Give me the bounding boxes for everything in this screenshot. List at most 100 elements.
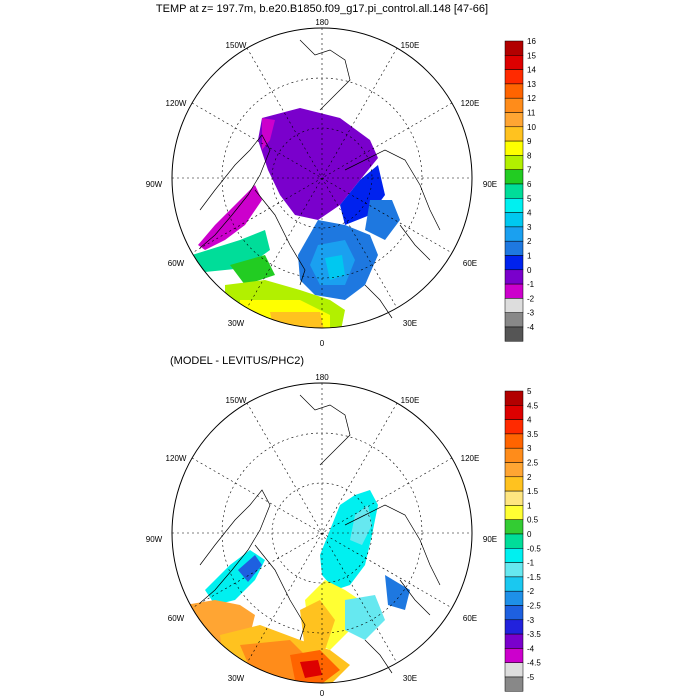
bottom-lon-90e: 90E — [483, 535, 497, 544]
bottom-colorbar-label: 2.5 — [527, 459, 539, 468]
top-graticule — [172, 28, 472, 328]
bottom-colorbar-swatch — [504, 662, 524, 678]
bottom-colorbar-label: 3 — [527, 444, 532, 453]
bottom-lon-90w: 90W — [146, 535, 163, 544]
bottom-colorbar-swatch — [504, 405, 524, 420]
top-colorbar-swatch — [504, 155, 524, 170]
bottom-lon-60w: 60W — [168, 614, 185, 623]
top-colorbar-label: 6 — [527, 180, 532, 189]
top-panel: TEMP at z= 197.7m, b.e20.B1850.f09_g17.p… — [146, 3, 537, 348]
top-colorbar-label: 1 — [527, 252, 532, 261]
bottom-map-border — [171, 382, 473, 684]
bottom-lon-60e: 60E — [463, 614, 477, 623]
top-colorbar-swatch — [504, 269, 524, 285]
top-colorbar-swatch — [504, 126, 524, 142]
bottom-title: (MODEL - LEVITUS/PHC2) — [170, 355, 304, 367]
bottom-colorbar-label: 4 — [527, 416, 532, 425]
bottom-graticule — [172, 383, 472, 683]
top-colorbar-label: 15 — [527, 51, 536, 60]
top-colorbar-label: 4 — [527, 209, 532, 218]
bottom-colorbar-label: 1 — [527, 501, 532, 510]
bottom-colorbar-label: 4.5 — [527, 401, 539, 410]
bottom-colorbar-label: -1.5 — [527, 573, 541, 582]
bottom-colorbar-swatch — [504, 476, 524, 492]
top-colorbar-swatch — [504, 97, 524, 113]
top-lon-90e: 90E — [483, 180, 497, 189]
bottom-lon-30w: 30W — [228, 674, 245, 683]
top-colorbar-swatch — [504, 240, 524, 256]
bottom-colorbar-swatch — [504, 419, 524, 435]
top-colorbar-label: 7 — [527, 166, 532, 175]
bottom-colorbar-label: 3.5 — [527, 430, 539, 439]
top-lon-30e: 30E — [403, 319, 417, 328]
top-lon-60w: 60W — [168, 259, 185, 268]
top-colorbar-label: 10 — [527, 123, 536, 132]
top-lon-60e: 60E — [463, 259, 477, 268]
bottom-colorbar-label: -5 — [527, 673, 535, 682]
bottom-colorbar: 5 4.5 4 3.5 3 2.5 2 1.5 1 0.5 0 -0.5 -1 -1.5 -2 -2.5 -3 -… — [504, 387, 541, 692]
top-colorbar-swatch — [504, 255, 524, 271]
top-colorbar-swatch — [504, 198, 524, 213]
top-colorbar-swatch — [504, 83, 524, 99]
bottom-colorbar-swatch — [504, 576, 524, 592]
bottom-colorbar-label: 0.5 — [527, 516, 539, 525]
top-colorbar-swatch — [504, 69, 524, 85]
bottom-colorbar-label: -2.5 — [527, 602, 541, 611]
bottom-colorbar-label: 0 — [527, 530, 532, 539]
top-lon-0: 0 — [320, 339, 325, 348]
top-map-border — [171, 27, 473, 329]
top-colorbar-label: 0 — [527, 266, 532, 275]
bottom-colorbar-swatch — [504, 676, 524, 692]
top-colorbar-swatch — [504, 212, 524, 228]
bottom-colorbar-label: 2 — [527, 473, 532, 482]
bottom-longitude-labels: 180 150W 150E 120W 120E 90W 90E 60W 60E … — [146, 373, 497, 698]
bottom-colorbar-swatch — [504, 519, 524, 535]
bottom-colorbar-swatch — [504, 505, 524, 520]
bottom-colorbar-swatch — [504, 390, 524, 406]
top-title: TEMP at z= 197.7m, b.e20.B1850.f09_g17.p… — [156, 3, 488, 15]
bottom-colorbar-swatch — [504, 433, 524, 449]
bottom-colorbar-label: -3.5 — [527, 630, 541, 639]
top-colorbar-label: 11 — [527, 109, 536, 118]
top-lon-120w: 120W — [166, 99, 187, 108]
top-longitude-labels: 180 150W 150E 120W 120E 90W 90E 60W 60E … — [146, 18, 497, 348]
bottom-lon-150w: 150W — [226, 396, 247, 405]
bottom-colorbar-swatch — [504, 533, 524, 549]
bottom-colorbar-swatch — [504, 562, 524, 578]
bottom-lon-30e: 30E — [403, 674, 417, 683]
bottom-colorbar-swatch — [504, 447, 524, 463]
top-colorbar-label: -1 — [527, 280, 535, 289]
top-colorbar-swatch — [504, 169, 524, 185]
top-colorbar-label: 8 — [527, 151, 532, 160]
top-colorbar-swatch — [504, 226, 524, 242]
bottom-colorbar-label: 1.5 — [527, 487, 539, 496]
top-lon-120e: 120E — [461, 99, 480, 108]
bottom-panel: (MODEL - LEVITUS/PHC2) — [146, 355, 542, 698]
bottom-colorbar-label: -4.5 — [527, 659, 541, 668]
bottom-map — [171, 382, 473, 684]
top-colorbar-label: -2 — [527, 294, 535, 303]
bottom-lon-120e: 120E — [461, 454, 480, 463]
top-colorbar-label: -3 — [527, 309, 535, 318]
top-colorbar-swatch — [504, 283, 524, 299]
top-colorbar-swatch — [504, 326, 524, 342]
bottom-colorbar-swatch — [504, 590, 524, 606]
bottom-colorbar-label: -1 — [527, 559, 535, 568]
bottom-colorbar-swatch — [504, 548, 524, 563]
top-colorbar-label: 5 — [527, 194, 532, 203]
top-lon-90w: 90W — [146, 180, 163, 189]
bottom-lon-150e: 150E — [401, 396, 420, 405]
top-colorbar-label: 16 — [527, 37, 536, 46]
top-colorbar-swatch — [504, 183, 524, 199]
top-colorbar-label: 2 — [527, 237, 532, 246]
bottom-colorbar-label: -4 — [527, 644, 535, 653]
bottom-colorbar-label: -2 — [527, 587, 535, 596]
top-colorbar-label: 14 — [527, 66, 536, 75]
top-colorbar-label: 9 — [527, 137, 532, 146]
bottom-colorbar-swatch — [504, 619, 524, 635]
top-colorbar-label: 12 — [527, 94, 536, 103]
top-colorbar-swatch — [504, 55, 524, 70]
bottom-colorbar-label: -3 — [527, 616, 535, 625]
